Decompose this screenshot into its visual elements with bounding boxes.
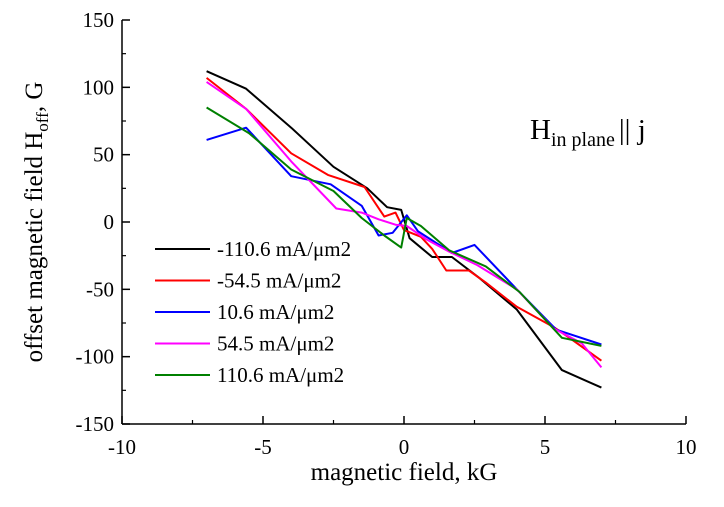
x-tick-label: 10 <box>676 435 697 459</box>
series-line-3 <box>206 126 602 346</box>
y-tick-label: 150 <box>83 8 115 32</box>
y-axis-title: offset magnetic field Hoff, G <box>21 82 52 363</box>
x-axis-title: magnetic field, kG <box>311 459 498 486</box>
series-layer <box>205 70 603 389</box>
y-tick-label: -100 <box>76 345 115 369</box>
x-tick-label: -10 <box>108 435 136 459</box>
series-line-5 <box>206 106 602 347</box>
x-tick-label: 5 <box>540 435 551 459</box>
y-tick-label: 100 <box>83 75 115 99</box>
annotation-h-in-plane: Hin plane || j <box>530 114 646 151</box>
annotation-subscript: in plane <box>551 129 615 151</box>
y-tick-label: -50 <box>86 277 114 301</box>
legend-label-2: -54.5 mA/μm2 <box>217 269 341 293</box>
legend-label-4: 54.5 mA/μm2 <box>217 332 334 356</box>
x-tick-label: -5 <box>254 435 272 459</box>
y-tick-label: 0 <box>104 210 115 234</box>
legend: -110.6 mA/μm2 -54.5 mA/μm2 10.6 mA/μm2 54.5… <box>155 237 351 387</box>
y-tick-label: -150 <box>76 412 115 436</box>
annotation-main: H <box>530 114 551 146</box>
y-tick-label: 50 <box>93 143 114 167</box>
legend-label-3: 10.6 mA/μm2 <box>217 300 334 324</box>
legend-label-1: -110.6 mA/μm2 <box>217 237 351 261</box>
axes-layer <box>121 20 686 425</box>
legend-label-5: 110.6 mA/μm2 <box>217 363 344 387</box>
y-axis-title-subscript: off <box>33 112 52 132</box>
x-tick-label: 0 <box>399 435 410 459</box>
y-axis-title-tail: , G <box>21 82 48 113</box>
y-axis-title-main: offset magnetic field H <box>21 132 48 363</box>
annotation-tail: || j <box>619 114 646 146</box>
